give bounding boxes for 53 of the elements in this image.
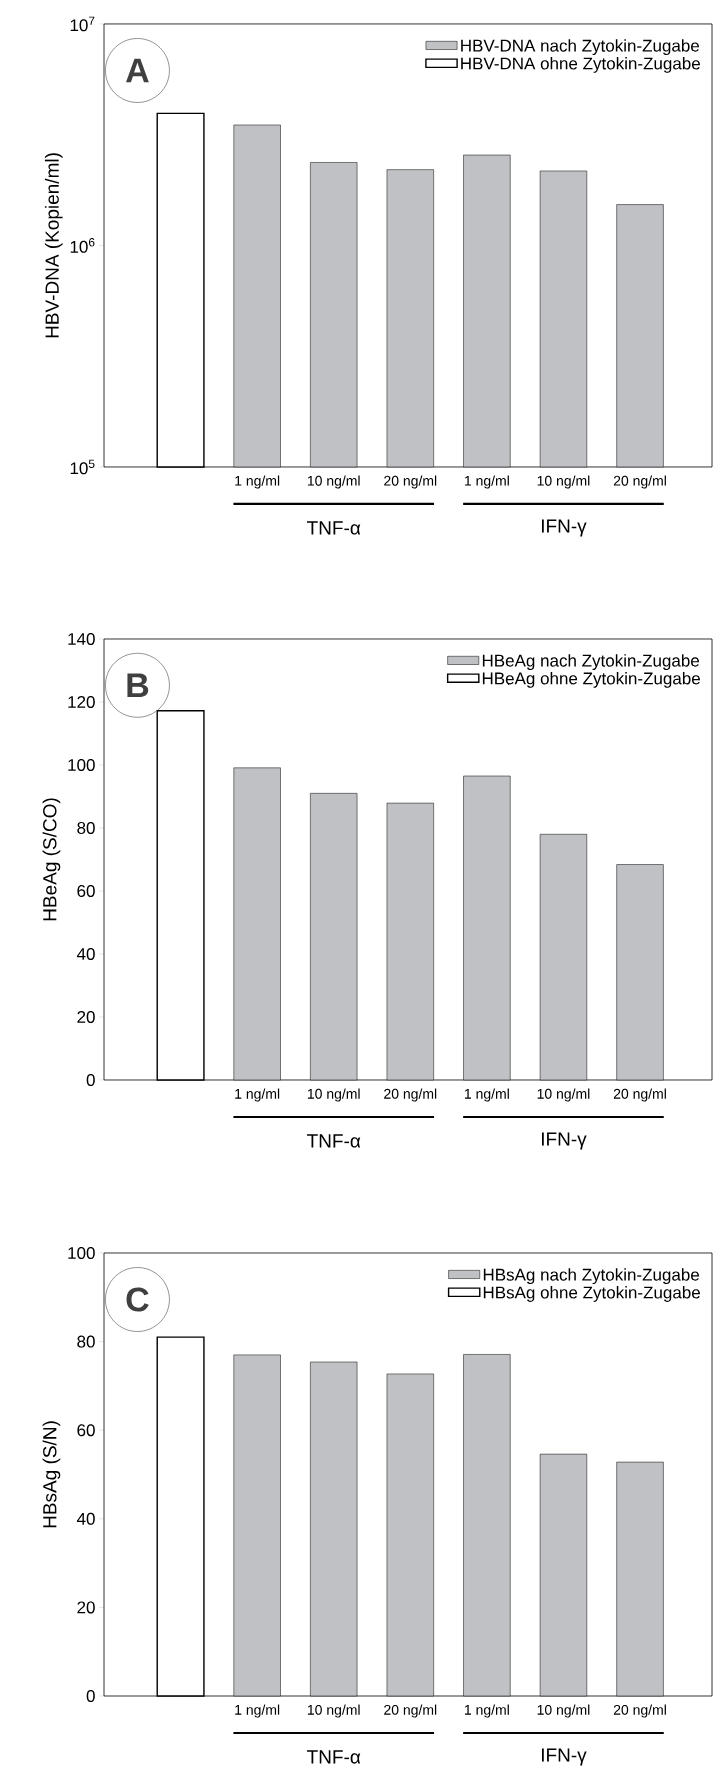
y-tick-label: 10$^{5}$ bbox=[70, 459, 95, 475]
y-tick-label: 20 bbox=[77, 1010, 95, 1024]
x-tick-label: 20 ng/ml bbox=[613, 1704, 666, 1718]
text: IFN-γ bbox=[541, 1132, 587, 1150]
text: IFN-γ bbox=[541, 519, 587, 537]
y-tick-label: 120 bbox=[68, 695, 95, 709]
x-tick-label: 1 ng/ml bbox=[464, 1704, 509, 1718]
x-tick-label: 20 ng/ml bbox=[384, 1704, 437, 1718]
text: IFN-γ bbox=[541, 1748, 587, 1766]
y-tick-label: 100 bbox=[68, 1246, 95, 1260]
x-tick-label: 1 ng/ml bbox=[464, 475, 509, 489]
legend-label: HBeAg nach Zytokin-Zugabe bbox=[482, 654, 700, 671]
text: TNF-α bbox=[307, 1750, 361, 1764]
x-tick-label: 10 ng/ml bbox=[537, 1088, 590, 1102]
y-tick-label: 0 bbox=[86, 1689, 95, 1703]
x-tick-label: 1 ng/ml bbox=[235, 1704, 280, 1718]
y-tick-label: 100 bbox=[68, 758, 95, 772]
x-tick-label: 10 ng/ml bbox=[307, 1088, 360, 1102]
legend-label: HBsAg ohne Zytokin-Zugabe bbox=[483, 1286, 700, 1302]
x-tick-label: 20 ng/ml bbox=[384, 1088, 437, 1102]
y-tick-label: 0 bbox=[86, 1073, 95, 1087]
x-tick-label: 20 ng/ml bbox=[613, 1088, 666, 1102]
y-tick-label: 60 bbox=[77, 1424, 95, 1437]
legend-label: HBsAg nach Zytokin-Zugabe bbox=[483, 1268, 700, 1285]
y-tick-label: 60 bbox=[77, 884, 95, 898]
x-tick-label: 1 ng/ml bbox=[464, 1088, 509, 1102]
legend-label: HBeAg ohne Zytokin-Zugabe bbox=[482, 672, 700, 688]
legend-label: HBV-DNA ohne Zytokin-Zugabe bbox=[461, 57, 700, 73]
y-axis-title: HBV-DNA (Kopien/ml) bbox=[44, 153, 63, 338]
y-axis-title: HBeAg (S/CO) bbox=[42, 798, 61, 921]
y-tick-label: 10$^{7}$ bbox=[70, 16, 95, 32]
x-tick-label: 10 ng/ml bbox=[537, 1704, 590, 1718]
text: C bbox=[126, 1287, 149, 1312]
x-tick-label: 1 ng/ml bbox=[235, 1088, 280, 1102]
y-tick-label: 40 bbox=[76, 947, 95, 961]
text: A bbox=[126, 58, 149, 83]
y-tick-label: 80 bbox=[77, 821, 95, 835]
text: B bbox=[127, 673, 149, 697]
y-tick-label: 40 bbox=[76, 1512, 95, 1525]
x-tick-label: 20 ng/ml bbox=[613, 475, 666, 489]
y-tick-label: 20 bbox=[77, 1601, 95, 1614]
x-tick-label: 10 ng/ml bbox=[307, 475, 360, 489]
x-tick-label: 1 ng/ml bbox=[235, 475, 280, 489]
x-tick-label: 10 ng/ml bbox=[307, 1704, 360, 1718]
y-axis-title: HBsAg (S/N) bbox=[42, 1421, 61, 1528]
y-tick-label: 140 bbox=[68, 632, 95, 646]
x-tick-label: 20 ng/ml bbox=[384, 475, 437, 489]
legend-label: HBV-DNA nach Zytokin-Zugabe bbox=[461, 39, 700, 56]
text: TNF-α bbox=[307, 521, 361, 535]
y-tick-label: 80 bbox=[77, 1335, 95, 1348]
y-tick-label: 10$^{6}$ bbox=[70, 238, 95, 253]
x-tick-label: 10 ng/ml bbox=[537, 475, 590, 489]
text: TNF-α bbox=[307, 1134, 361, 1148]
